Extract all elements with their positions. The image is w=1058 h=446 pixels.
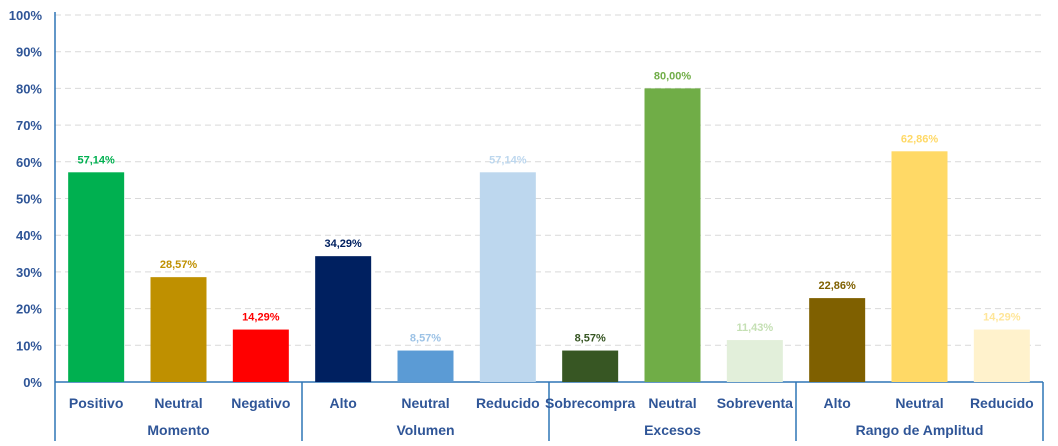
bar xyxy=(68,172,125,382)
category-label: Reducido xyxy=(476,395,540,411)
y-tick-label: 20% xyxy=(16,302,42,317)
data-label: 34,29% xyxy=(325,238,363,250)
y-tick-label: 30% xyxy=(16,265,42,280)
category-label: Sobrecompra xyxy=(545,395,635,411)
group-label: Volumen xyxy=(396,422,454,438)
category-label: Negativo xyxy=(231,395,290,411)
y-tick-label: 70% xyxy=(16,118,42,133)
data-label: 62,86% xyxy=(901,133,939,145)
y-tick-label: 80% xyxy=(16,81,42,96)
bar xyxy=(809,298,866,382)
y-tick-label: 0% xyxy=(23,375,42,390)
data-label: 57,14% xyxy=(489,154,527,166)
data-label: 28,57% xyxy=(160,259,198,271)
bar xyxy=(150,277,207,382)
bar xyxy=(315,256,372,382)
category-label: Sobreventa xyxy=(717,395,793,411)
data-label: 57,14% xyxy=(78,154,116,166)
data-label: 14,29% xyxy=(242,312,280,324)
bar xyxy=(562,350,619,382)
y-tick-label: 90% xyxy=(16,45,42,60)
y-tick-label: 40% xyxy=(16,228,42,243)
data-label: 22,86% xyxy=(819,280,857,292)
category-label: Positivo xyxy=(69,395,123,411)
bar xyxy=(973,329,1030,382)
category-label: Alto xyxy=(824,395,851,411)
group-label: Momento xyxy=(147,422,209,438)
category-label: Neutral xyxy=(895,395,943,411)
group-label: Excesos xyxy=(644,422,701,438)
bar xyxy=(644,88,701,383)
data-label: 11,43% xyxy=(736,322,773,334)
category-label: Reducido xyxy=(970,395,1034,411)
bar xyxy=(726,340,783,382)
y-tick-label: 60% xyxy=(16,155,42,170)
category-label: Neutral xyxy=(154,395,202,411)
category-label: Neutral xyxy=(401,395,449,411)
category-label: Alto xyxy=(330,395,357,411)
bar xyxy=(891,151,948,382)
bar xyxy=(397,350,454,382)
y-tick-label: 100% xyxy=(9,8,43,23)
category-label: Neutral xyxy=(648,395,696,411)
data-label: 8,57% xyxy=(410,333,441,345)
bar xyxy=(232,329,289,382)
data-label: 8,57% xyxy=(575,333,606,345)
y-tick-label: 50% xyxy=(16,192,42,207)
group-label: Rango de Amplitud xyxy=(856,422,984,438)
data-label: 14,29% xyxy=(983,312,1021,324)
data-label: 80,00% xyxy=(654,70,692,82)
bar xyxy=(479,172,536,382)
y-tick-label: 10% xyxy=(16,338,42,353)
